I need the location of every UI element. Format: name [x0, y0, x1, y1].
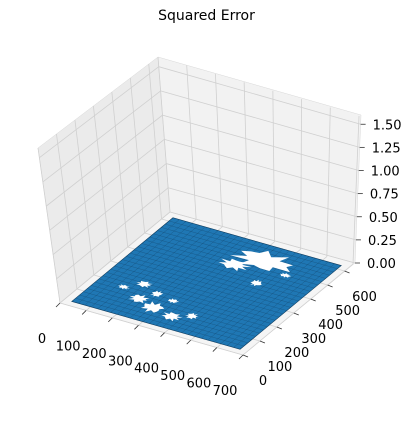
z-tick-label: 0.00 — [367, 257, 396, 272]
gap-region — [140, 301, 165, 313]
back-grid-z — [162, 114, 359, 171]
back-grid-x — [215, 73, 223, 227]
surface-mesh-line — [126, 256, 295, 305]
z-tick-label: 0.75 — [370, 188, 399, 203]
back-grid-z — [168, 187, 357, 241]
surface-mesh-line — [141, 243, 311, 292]
y-tick-label: 600 — [352, 290, 377, 305]
y-tick-label: 200 — [284, 346, 309, 361]
surface-mesh-line — [130, 252, 299, 302]
back-grid-z — [164, 138, 358, 195]
y-tick — [276, 326, 282, 330]
left-grid-y — [92, 105, 112, 262]
x-tick — [160, 332, 165, 337]
y-tick — [259, 340, 266, 344]
left-grid-z — [52, 163, 167, 255]
gap-region — [168, 298, 180, 304]
back-grid-x — [272, 90, 275, 242]
back-grid-x — [157, 56, 171, 213]
left-grid-z — [46, 114, 163, 207]
left-grid-y — [111, 91, 129, 248]
gap-region — [218, 258, 252, 272]
gap-region — [184, 313, 199, 320]
surface-mesh-line — [207, 256, 310, 341]
x-tick-label: 0 — [38, 332, 46, 347]
y-tick — [242, 354, 249, 358]
gap-region — [150, 290, 164, 297]
y-tick-label: 500 — [335, 304, 360, 319]
x-tick — [238, 354, 244, 360]
surface-mesh-line — [133, 249, 303, 298]
back-grid-x — [243, 82, 249, 235]
z-tick-label: 0.50 — [369, 211, 398, 226]
gap-region — [118, 284, 130, 290]
y-tick-label: 100 — [268, 360, 293, 375]
back-grid-z — [158, 66, 361, 125]
surface-mesh-line — [157, 230, 326, 279]
surface-mesh-line — [122, 259, 291, 308]
gap-region — [250, 279, 262, 286]
y-tick-label: 400 — [318, 318, 343, 333]
gap-region — [161, 312, 183, 322]
surface-mesh-line — [165, 223, 334, 273]
left-grid-z — [59, 211, 171, 304]
x-tick-label: 500 — [160, 369, 185, 384]
floor-grid-x — [242, 263, 354, 356]
left-grid-z — [39, 66, 159, 159]
left-grid-y — [37, 147, 61, 304]
gap-region — [229, 250, 293, 273]
surface-mesh-line — [137, 246, 307, 295]
gap-region — [279, 272, 292, 278]
left-grid-z — [42, 90, 161, 183]
y-tick-label: 300 — [301, 332, 326, 347]
z-tick-label: 1.50 — [373, 118, 402, 133]
floor-grid-y — [59, 302, 244, 356]
back-grid-x — [186, 65, 197, 220]
back-grid-z — [160, 90, 360, 148]
x-tick — [55, 302, 61, 308]
left-grid-y — [56, 133, 78, 290]
surface-mesh-line — [220, 259, 322, 344]
surface-mesh-line — [153, 233, 322, 282]
back-grid-x — [300, 99, 302, 250]
surface-mesh-line — [214, 258, 316, 343]
left-grid-y — [129, 77, 146, 234]
left-grid-y — [74, 119, 95, 276]
x-tick — [108, 317, 113, 323]
surface-mesh-line — [168, 220, 338, 269]
x-tick-label: 200 — [82, 347, 107, 362]
left-grid-z — [49, 139, 165, 231]
x-tick-label: 600 — [186, 377, 211, 392]
surface-mesh-line — [233, 263, 335, 348]
y-tick-label: 0 — [259, 374, 267, 389]
z-tick-label: 0.25 — [368, 234, 397, 249]
x-tick-label: 300 — [108, 354, 133, 369]
gap-region — [136, 280, 153, 288]
left-grid-z — [56, 187, 169, 280]
x-tick-label: 700 — [213, 384, 238, 399]
x-tick-label: 400 — [134, 362, 159, 377]
surface-mesh-line — [227, 261, 329, 346]
y-tick — [327, 284, 333, 288]
gap-region — [128, 294, 150, 304]
chart-title: Squared Error — [158, 8, 255, 24]
z-tick-label: 1.25 — [372, 141, 401, 156]
y-tick — [344, 270, 350, 274]
x-tick — [186, 339, 191, 345]
back-grid-z — [166, 163, 357, 218]
x-tick — [81, 310, 87, 315]
back-grid-z — [169, 211, 356, 264]
z-tick-label: 1.00 — [371, 165, 400, 180]
x-tick — [212, 347, 218, 352]
y-tick — [293, 312, 299, 316]
x-tick — [134, 325, 139, 330]
x-tick-label: 100 — [56, 339, 81, 354]
y-tick — [310, 298, 316, 302]
left-grid-y — [148, 63, 162, 220]
